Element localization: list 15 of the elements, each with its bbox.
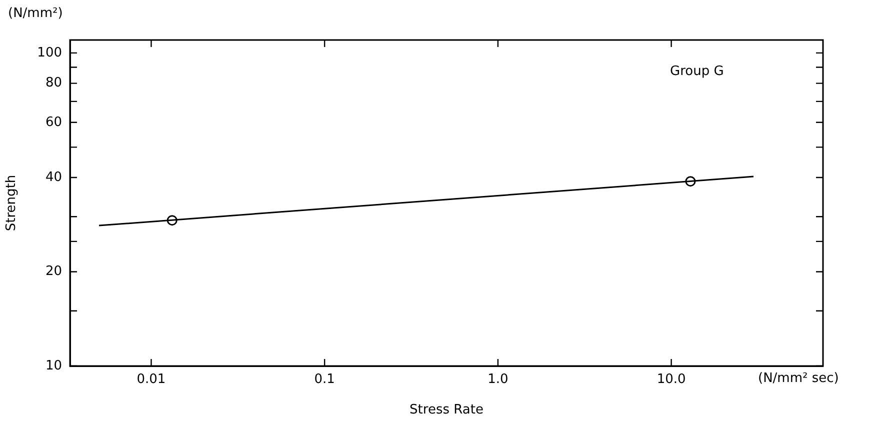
annotation: Group G bbox=[670, 64, 724, 79]
y-tick-label: 60 bbox=[45, 114, 62, 130]
x-tick-label: 10.0 bbox=[656, 372, 686, 388]
y-tick-label: 10 bbox=[45, 358, 62, 374]
x-axis-title: Stress Rate bbox=[410, 402, 484, 418]
x-tick-label: 0.1 bbox=[314, 372, 335, 388]
y-tick-label: 80 bbox=[45, 76, 62, 91]
y-axis-title: Strength bbox=[4, 174, 20, 232]
text: (N/mm² sec) bbox=[758, 371, 839, 386]
x-tick-label: 1.0 bbox=[488, 372, 508, 388]
y-tick-label: 20 bbox=[45, 264, 62, 280]
y-tick-label: 40 bbox=[45, 170, 62, 185]
text: (N/mm²) bbox=[8, 6, 63, 21]
y-tick-label: 100 bbox=[37, 45, 62, 60]
x-tick-label: 0.01 bbox=[136, 372, 166, 388]
